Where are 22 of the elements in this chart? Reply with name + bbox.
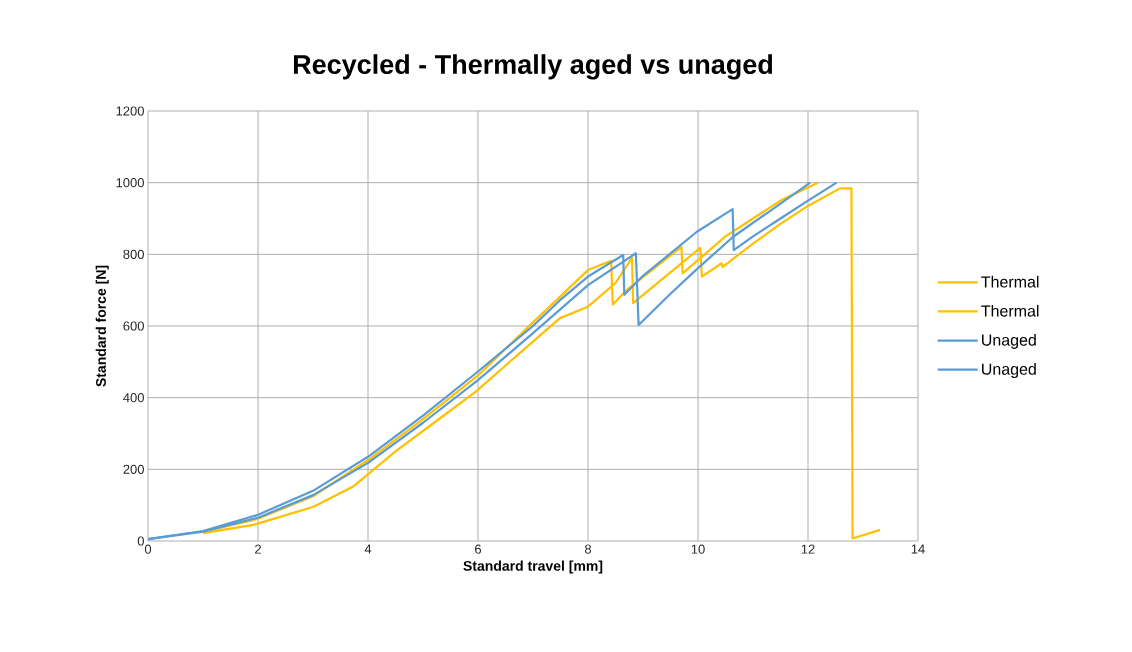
x-axis-title: Standard travel [mm]: [463, 560, 603, 574]
legend-label: Thermal: [981, 304, 1039, 317]
y-tick-label: 600: [123, 321, 144, 331]
y-tick-label: 200: [123, 464, 144, 474]
chart-title: Recycled - Thermally aged vs unaged: [293, 54, 773, 80]
y-tick-label: 800: [123, 249, 144, 259]
x-tick-label: 14: [911, 544, 925, 554]
x-tick-label: 12: [801, 544, 815, 554]
x-tick-label: 10: [691, 544, 705, 554]
y-axis-title: Standard force [N]: [95, 265, 109, 387]
x-tick-label: 0: [144, 544, 152, 554]
x-tick-label: 2: [255, 544, 261, 554]
legend-label: Unaged: [982, 333, 1036, 349]
y-tick-label: 1000: [116, 178, 144, 188]
y-tick-label: 0: [137, 536, 144, 546]
y-tick-label: 1200: [116, 106, 144, 116]
x-tick-label: 6: [475, 544, 482, 554]
legend-label: Unaged: [982, 363, 1036, 378]
y-tick-label: 400: [123, 393, 144, 403]
legend-label: Thermal: [981, 275, 1039, 288]
x-tick-label: 4: [364, 544, 372, 554]
x-tick-label: 8: [584, 544, 592, 554]
